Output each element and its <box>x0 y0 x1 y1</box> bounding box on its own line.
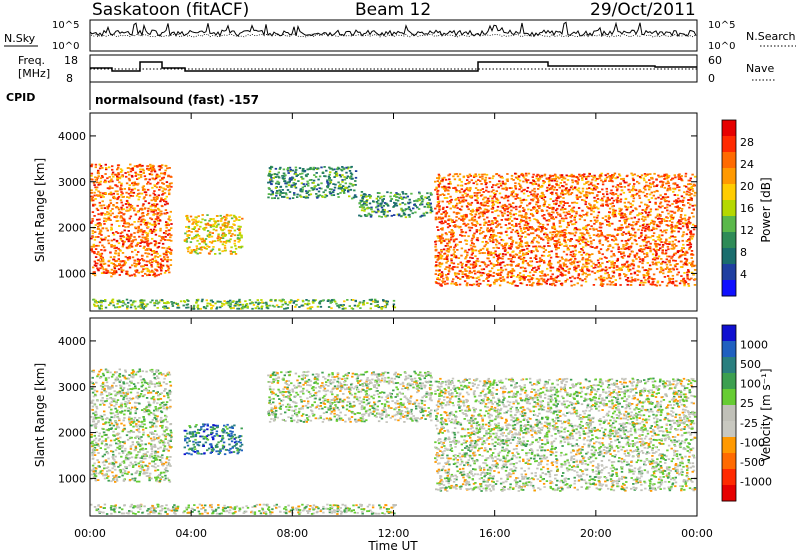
velocity-colorbar-swatch-4 <box>722 389 736 406</box>
nave-label: Nave <box>746 62 774 75</box>
velocity-region-4 <box>90 503 397 515</box>
cpid-label: CPID <box>6 91 35 104</box>
velocity-colorbar-swatch-8 <box>722 453 736 470</box>
xtick-label-4: 16:00 <box>479 527 511 540</box>
velocity-ytick-label-1: 2000 <box>58 427 86 440</box>
velocity-colorbar-swatch-3 <box>722 373 736 390</box>
power-region-5 <box>92 298 397 310</box>
power-region-2 <box>267 165 358 200</box>
xtick-label-0: 00:00 <box>74 527 106 540</box>
power-colorbar-tick-6: 4 <box>740 268 747 281</box>
velocity-colorbar-swatch-10 <box>722 485 736 502</box>
power-colorbar-tick-1: 24 <box>740 158 754 171</box>
velocity-colorbar-swatch-6 <box>722 421 736 438</box>
velocity-ytick-label-0: 1000 <box>58 472 86 485</box>
velocity-colorbar-tick-4: -25 <box>740 417 758 430</box>
noise-panel: N.Sky 10^5 10^0 10^5 10^0 N.Search <box>4 19 796 52</box>
velocity-colorbar-tick-3: 25 <box>740 397 754 410</box>
power-region-3 <box>358 191 434 219</box>
beam-title: Beam 12 <box>355 0 432 20</box>
velocity-colorbar-tick-5: -100 <box>740 436 765 449</box>
noise-right-tick-bottom: 10^0 <box>708 41 735 52</box>
velocity-colorbar-swatch-1 <box>722 341 736 358</box>
power-colorbar-swatch-8 <box>722 248 736 265</box>
velocity-colorbar-label: Velocity [m s⁻¹] <box>759 368 773 461</box>
velocity-colorbar-tick-1: 500 <box>740 358 761 371</box>
time-axis-label: Time UT <box>367 539 418 553</box>
freq-left-tick-top: 18 <box>64 54 78 67</box>
noise-left-tick-bottom: 10^0 <box>52 41 79 52</box>
power-colorbar-swatch-4 <box>722 184 736 201</box>
xtick-label-3: 12:00 <box>378 527 410 540</box>
power-colorbar-swatch-10 <box>722 280 736 297</box>
velocity-region-3 <box>434 377 697 492</box>
power-colorbar-tick-0: 28 <box>740 136 754 149</box>
nave-right-tick-bottom: 0 <box>708 72 715 85</box>
noise-search-label: N.Search <box>746 30 796 43</box>
station-title: Saskatoon (fitACF) <box>92 0 250 20</box>
freq-label-line2: [MHz] <box>18 67 50 80</box>
velocity-colorbar-swatch-0 <box>722 325 736 342</box>
xtick-label-5: 20:00 <box>580 527 612 540</box>
velocity-region-0 <box>90 368 173 483</box>
power-ylabel: Slant Range [km] <box>33 158 47 262</box>
xtick-label-1: 04:00 <box>175 527 207 540</box>
power-ytick-label-0: 1000 <box>58 267 86 280</box>
velocity-colorbar-swatch-2 <box>722 357 736 374</box>
frequency-trace <box>90 61 697 72</box>
power-colorbar-swatch-0 <box>722 120 736 137</box>
velocity-colorbar-tick-7: -1000 <box>740 475 772 488</box>
noise-right-tick-top: 10^5 <box>708 20 735 31</box>
power-panel: Slant Range [km] 1000 2000 3000 4000 28 24 20… <box>33 112 773 312</box>
nave-right-tick-top: 60 <box>708 54 722 67</box>
noise-sky-trace <box>89 21 697 38</box>
noise-search-trace <box>89 33 697 38</box>
velocity-ylabel: Slant Range [km] <box>33 363 47 467</box>
power-colorbar-swatch-5 <box>722 200 736 217</box>
power-colorbar-swatch-6 <box>722 216 736 233</box>
velocity-colorbar-swatch-9 <box>722 469 736 486</box>
velocity-region-2 <box>267 370 434 424</box>
noise-left-tick-top: 10^5 <box>52 20 79 31</box>
freq-left-tick-bottom: 8 <box>66 72 73 85</box>
power-colorbar-swatch-2 <box>722 152 736 169</box>
xtick-label-2: 08:00 <box>276 527 308 540</box>
velocity-ytick-label-3: 4000 <box>58 335 86 348</box>
velocity-colorbar-tick-6: -500 <box>740 456 765 469</box>
power-colorbar-swatch-9 <box>722 264 736 281</box>
xtick-label-6: 00:00 <box>681 527 713 540</box>
power-ytick-label-3: 4000 <box>58 130 86 143</box>
freq-label-line1: Freq. <box>18 54 45 67</box>
cpid-panel: CPID normalsound (fast) -157 <box>6 82 259 110</box>
velocity-region-1 <box>183 423 244 456</box>
power-colorbar-tick-5: 8 <box>740 246 747 259</box>
power-colorbar-label: Power [dB] <box>759 177 773 242</box>
power-colorbar-swatch-7 <box>722 232 736 249</box>
power-colorbar-tick-3: 16 <box>740 202 754 215</box>
power-region-0 <box>90 163 173 278</box>
date-title: 29/Oct/2011 <box>590 0 696 20</box>
velocity-panel: Slant Range [km] 1000 2000 3000 4000 00:00 0… <box>33 113 773 553</box>
power-colorbar-swatch-1 <box>722 136 736 153</box>
velocity-colorbar-tick-2: 100 <box>740 378 761 391</box>
cpid-text: normalsound (fast) -157 <box>95 93 259 107</box>
power-colorbar-tick-2: 20 <box>740 180 754 193</box>
power-ytick-label-1: 2000 <box>58 222 86 235</box>
power-ytick-label-2: 3000 <box>58 176 86 189</box>
power-region-4 <box>434 172 697 287</box>
power-colorbar-swatch-3 <box>722 168 736 185</box>
velocity-colorbar-tick-0: 1000 <box>740 339 768 352</box>
velocity-colorbar-swatch-5 <box>722 405 736 422</box>
frequency-panel: Freq. [MHz] 18 8 60 0 Nave <box>18 54 776 85</box>
velocity-ytick-label-2: 3000 <box>58 381 86 394</box>
power-colorbar-tick-4: 12 <box>740 224 754 237</box>
power-region-1 <box>183 213 244 255</box>
velocity-colorbar-swatch-7 <box>722 437 736 454</box>
noise-sky-label: N.Sky <box>4 32 36 45</box>
